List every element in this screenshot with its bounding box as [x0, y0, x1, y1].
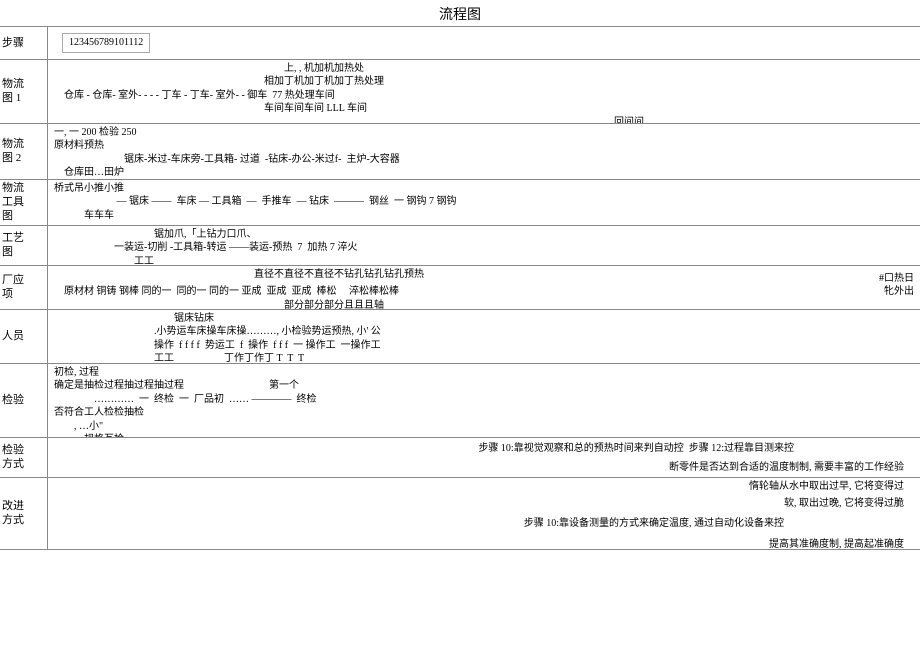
wuliugj-l1: 桥式吊小推小推	[54, 182, 914, 196]
wuliu1-l1: 上, , 机加机加热处	[54, 62, 914, 76]
fa-content: 直径不直径不直径不钻孔钻孔钻孔预热 #口热日 牝外出 原材材 铜铸 钢棒 同的一…	[48, 266, 920, 309]
gaijin-l3: 步骤 10:靠设备测量的方式来确定温度, 通过自动化设备来控	[54, 517, 914, 531]
jianyanfs-label: 检验方式	[0, 438, 48, 477]
wuliu2-label: 物流图 2	[0, 124, 48, 179]
row-jianyan: 检验 初检, 过程 确定是抽检过程抽过程抽过程 第一个 ………… 一 终检 一 …	[0, 364, 920, 438]
wuliu1-l3: 仓库 - 仓库- 室外- - - - 丁车 - 丁车- 室外- - 御车 77 …	[54, 89, 914, 103]
jianyan-content: 初检, 过程 确定是抽检过程抽过程抽过程 第一个 ………… 一 终检 一 厂品初…	[48, 364, 920, 437]
row-gongyi: 工艺图 锯加爪,「上钻力口爪、 一装运-切削 -工具箱-转运 ——装运-预热 7…	[0, 226, 920, 266]
renyuan-l4: 工工 丁作丁作丁 T T T	[54, 352, 914, 363]
fa-l3: 部分部分部分且且且轴	[54, 299, 914, 309]
row-wuliugj: 物流工具图 桥式吊小推小推 — 锯床 —— 车床 — 工具箱 — 手推车 — 钻…	[0, 180, 920, 226]
fa-label: 厂应项	[0, 266, 48, 309]
fa-r1: #口热日	[879, 272, 914, 286]
jianyanfs-l1: 步骤 10:靠视觉观察和总的预热时间来判自动控 步骤 12:过程靠目测来控	[54, 440, 914, 456]
gongyi-label: 工艺图	[0, 226, 48, 265]
gaijin-label: 改进方式	[0, 478, 48, 549]
wuliu2-l3: 锯床-米过-车床旁-工具箱- 过道 -钻床-办公-米过f- 主炉-大容器	[54, 153, 914, 167]
steps-content: 123456789101112	[48, 27, 920, 59]
fa-l1: 直径不直径不直径不钻孔钻孔钻孔预热	[54, 268, 914, 282]
steps-label: 步骤	[0, 27, 48, 59]
wuliu1-l5: 回间间	[54, 116, 914, 123]
wuliu2-content: 一, 一 200 检验 250 原材料预热 锯床-米过-车床旁-工具箱- 过道 …	[48, 124, 920, 179]
wuliu1-label: 物流图 1	[0, 60, 48, 123]
jianyanfs-content: 步骤 10:靠视觉观察和总的预热时间来判自动控 步骤 12:过程靠目测来控 断零…	[48, 438, 920, 477]
gaijin-l1: 惰轮轴从水中取出过早, 它将变得过	[54, 480, 914, 494]
steps-value: 123456789101112	[62, 33, 150, 53]
jianyan-l3: ………… 一 终检 一 厂品初 …… ———— 终检	[54, 393, 914, 407]
gaijin-l4: 提高其准确度制, 提高起准确度	[54, 538, 914, 549]
gongyi-l1: 锯加爪,「上钻力口爪、	[54, 228, 914, 242]
row-renyuan: 人员 锯床钻床 .小势运车床操车床操………, 小检验势运预热, 小' 公 操作 …	[0, 310, 920, 364]
wuliu2-l1: 一, 一 200 检验 250	[54, 126, 914, 140]
row-wuliu1: 物流图 1 上, , 机加机加热处 相加丁机加丁机加丁热处理 仓库 - 仓库- …	[0, 60, 920, 124]
page-title: 流程图	[0, 0, 920, 27]
jianyanfs-l2: 断零件是否达到合适的温度制制, 需要丰富的工作经验	[54, 461, 914, 475]
jianyan-l1: 初检, 过程	[54, 366, 914, 380]
gongyi-content: 锯加爪,「上钻力口爪、 一装运-切削 -工具箱-转运 ——装运-预热 7 加热 …	[48, 226, 920, 265]
row-fa: 厂应项 直径不直径不直径不钻孔钻孔钻孔预热 #口热日 牝外出 原材材 铜铸 钢棒…	[0, 266, 920, 310]
row-steps: 步骤 123456789101112	[0, 27, 920, 60]
gongyi-l2: 一装运-切削 -工具箱-转运 ——装运-预热 7 加热 7 淬火	[54, 241, 914, 255]
jianyan-l2: 确定是抽检过程抽过程抽过程 第一个	[54, 379, 914, 393]
row-gaijin: 改进方式 惰轮轴从水中取出过早, 它将变得过 软, 取出过晚, 它将变得过脆 步…	[0, 478, 920, 550]
wuliugj-l2: — 锯床 —— 车床 — 工具箱 — 手推车 — 钻床 ——— 钢丝 一 钢钩 …	[54, 195, 914, 209]
renyuan-content: 锯床钻床 .小势运车床操车床操………, 小检验势运预热, 小' 公 操作 f f…	[48, 310, 920, 363]
renyuan-l3: 操作 f f f f 势运工 f 操作 f f f 一 操作工 一操作工	[54, 339, 914, 353]
row-jianyanfs: 检验方式 步骤 10:靠视觉观察和总的预热时间来判自动控 步骤 12:过程靠目测…	[0, 438, 920, 478]
wuliugj-content: 桥式吊小推小推 — 锯床 —— 车床 — 工具箱 — 手推车 — 钻床 ——— …	[48, 180, 920, 225]
jianyan-label: 检验	[0, 364, 48, 437]
wuliugj-l3: 车车车	[54, 209, 914, 223]
wuliu2-l2: 原材料预热	[54, 139, 914, 153]
wuliugj-label: 物流工具图	[0, 180, 48, 225]
renyuan-l2: .小势运车床操车床操………, 小检验势运预热, 小' 公	[54, 325, 914, 339]
wuliu1-l2: 相加丁机加丁机加丁热处理	[54, 75, 914, 89]
wuliu2-l4: 仓库田…田炉	[54, 166, 914, 179]
renyuan-l1: 锯床钻床	[54, 312, 914, 326]
gongyi-l3: 工工	[54, 255, 914, 265]
wuliu1-content: 上, , 机加机加热处 相加丁机加丁机加丁热处理 仓库 - 仓库- 室外- - …	[48, 60, 920, 123]
fa-r2: 牝外出	[879, 285, 914, 299]
renyuan-label: 人员	[0, 310, 48, 363]
row-wuliu2: 物流图 2 一, 一 200 检验 250 原材料预热 锯床-米过-车床旁-工具…	[0, 124, 920, 180]
gaijin-content: 惰轮轴从水中取出过早, 它将变得过 软, 取出过晚, 它将变得过脆 步骤 10:…	[48, 478, 920, 549]
wuliu1-l4: 车间车间车间 LLL 车间	[54, 102, 914, 116]
fa-l2: 原材材 铜铸 钢棒 同的一 同的一 同的一 亚成 亚成 亚成 棒松 淬松棒松棒	[54, 285, 914, 299]
jianyan-l4: 否符合工人检检抽检	[54, 406, 914, 420]
gaijin-l2: 软, 取出过晚, 它将变得过脆	[54, 497, 914, 511]
jianyan-l6: 规格互检	[54, 433, 914, 437]
jianyan-l5: , …小"	[54, 420, 914, 434]
